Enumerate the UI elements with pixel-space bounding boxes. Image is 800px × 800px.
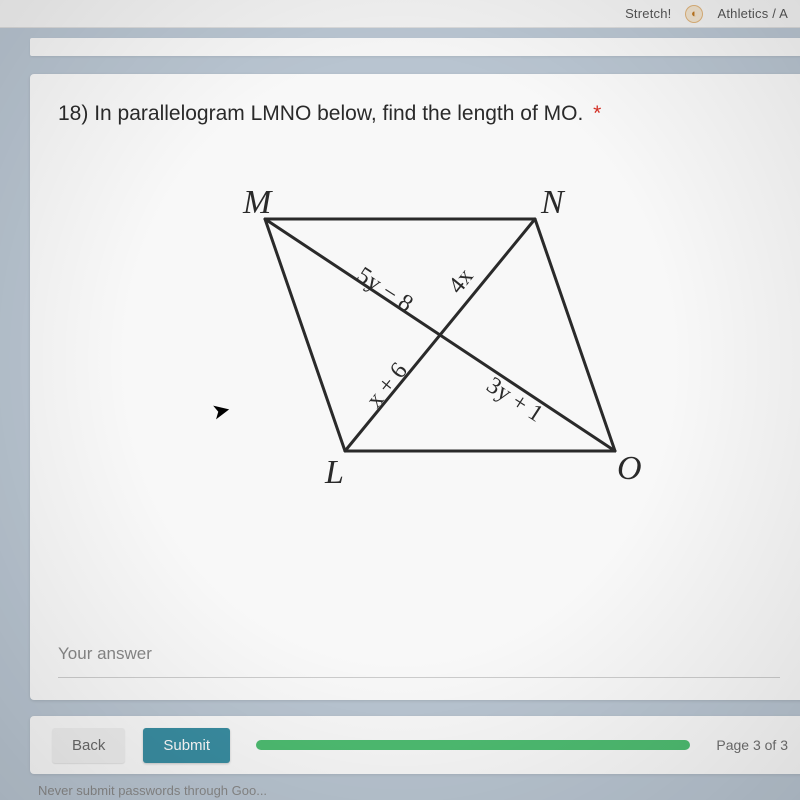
vertex-M: M xyxy=(242,184,273,221)
answer-input[interactable] xyxy=(58,677,780,678)
previous-card-edge xyxy=(30,38,800,56)
parallelogram-figure: M N L O 5y − 8 4x x + 6 3y + 1 xyxy=(58,146,782,526)
segment-label-5y-8: 5y − 8 xyxy=(352,262,418,317)
athletics-icon: ◐ xyxy=(685,5,703,23)
answer-label: Your answer xyxy=(58,644,152,664)
progress-bar xyxy=(256,740,690,750)
vertex-N: N xyxy=(540,184,566,221)
top-bar: Stretch! ◐ Athletics / A xyxy=(0,0,800,28)
vertex-O: O xyxy=(617,450,642,487)
form-footer: Back Submit Page 3 of 3 xyxy=(30,716,800,774)
vertex-L: L xyxy=(324,454,344,491)
submit-button[interactable]: Submit xyxy=(143,728,230,763)
crumb-athletics: Athletics / A xyxy=(717,6,788,21)
parallelogram-svg: M N L O 5y − 8 4x x + 6 3y + 1 xyxy=(185,171,655,501)
password-warning: Never submit passwords through Goo... xyxy=(38,783,267,798)
question-card: 18) In parallelogram LMNO below, find th… xyxy=(30,74,800,700)
question-body: In parallelogram LMNO below, find the le… xyxy=(94,102,583,125)
back-button[interactable]: Back xyxy=(52,728,125,763)
question-number: 18) xyxy=(58,102,88,125)
page-indicator: Page 3 of 3 xyxy=(716,737,788,753)
question-text: 18) In parallelogram LMNO below, find th… xyxy=(58,102,782,126)
segment-label-3y+1: 3y + 1 xyxy=(482,372,548,427)
required-asterisk: * xyxy=(593,102,601,125)
diagonal-NL xyxy=(345,219,535,451)
segment-label-x+6: x + 6 xyxy=(361,358,412,413)
progress-fill xyxy=(256,740,690,750)
crumb-stretch: Stretch! xyxy=(625,6,671,21)
